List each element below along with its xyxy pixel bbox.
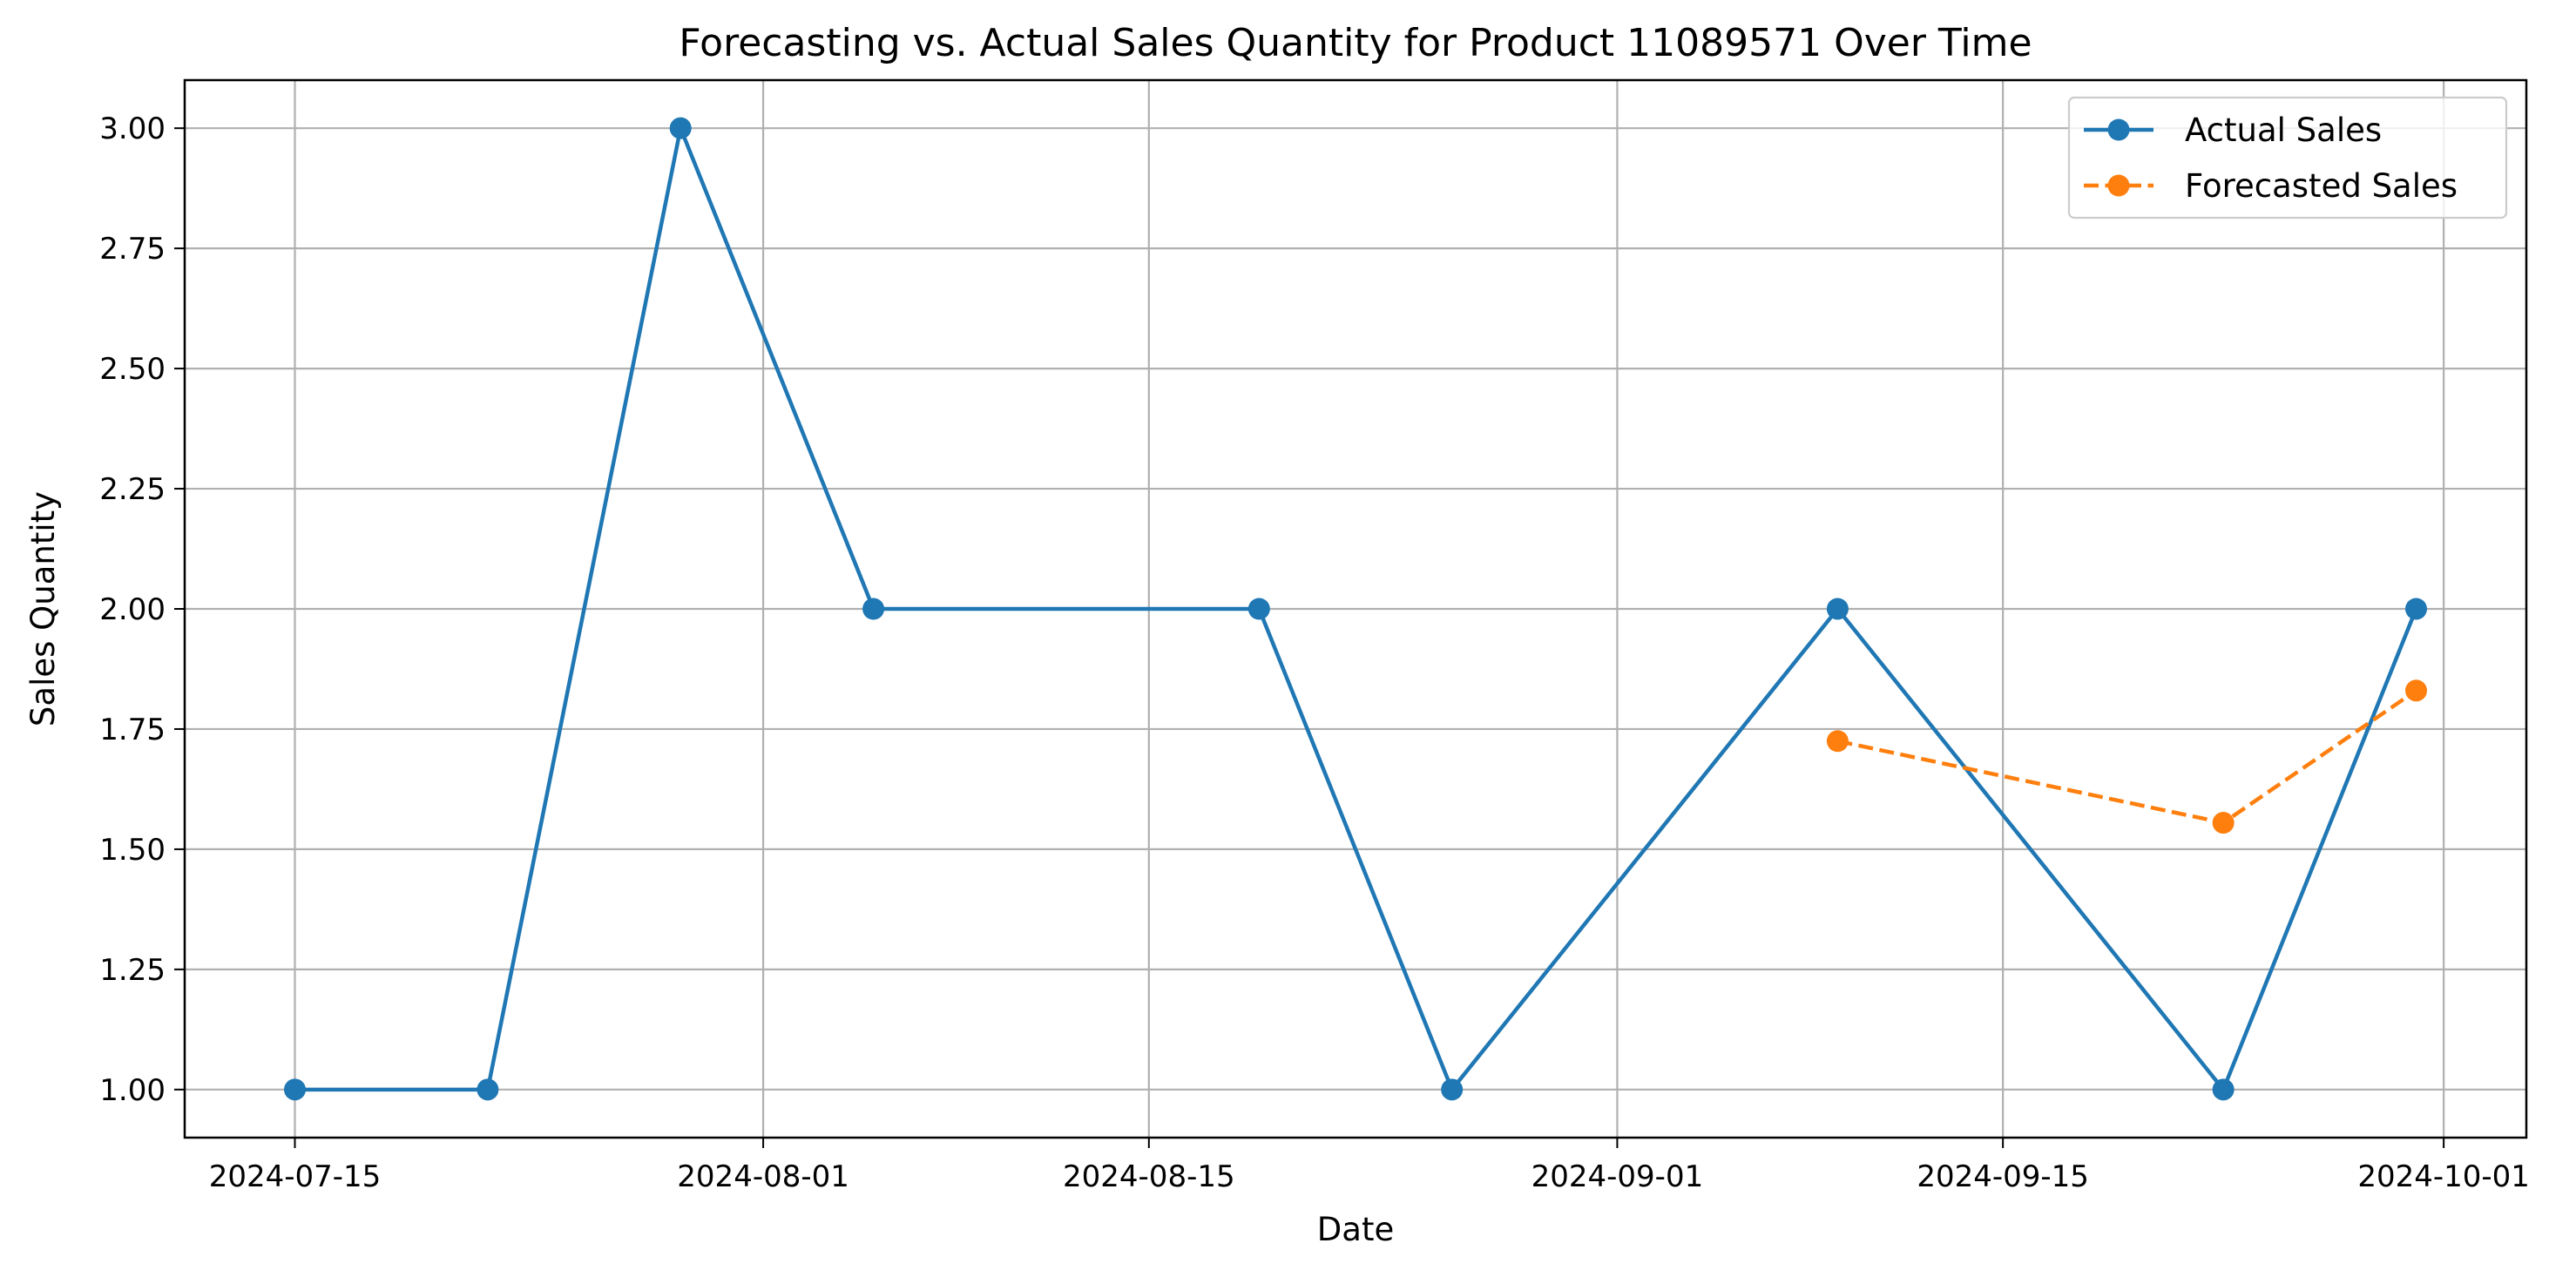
legend-label: Actual Sales bbox=[2185, 111, 2382, 149]
series-layer bbox=[283, 117, 2428, 1101]
chart-title: Forecasting vs. Actual Sales Quantity fo… bbox=[679, 21, 2032, 65]
series-forecasted-sales bbox=[1826, 679, 2428, 834]
series-actual-sales bbox=[283, 117, 2428, 1101]
data-point bbox=[2405, 598, 2428, 620]
y-tick-label: 1.50 bbox=[99, 833, 166, 868]
data-point bbox=[862, 598, 885, 620]
data-point bbox=[1247, 598, 1270, 620]
y-tick-label: 1.75 bbox=[99, 713, 166, 747]
data-point bbox=[1826, 598, 1849, 620]
legend-box bbox=[2067, 96, 2508, 220]
data-point bbox=[1826, 730, 1849, 753]
data-point bbox=[2212, 1078, 2235, 1101]
legend-marker bbox=[2107, 118, 2130, 141]
y-tick-label: 2.50 bbox=[99, 352, 166, 387]
axis-ticks: 2024-07-15 2024-08-01 2024-08-15 2024-09-01… bbox=[99, 111, 2530, 1194]
grid bbox=[185, 80, 2526, 1138]
y-tick-label: 2.75 bbox=[99, 232, 166, 267]
data-point bbox=[2212, 812, 2235, 834]
data-point bbox=[477, 1078, 499, 1101]
x-tick-label: 2024-08-15 bbox=[1063, 1159, 1235, 1194]
x-tick-label: 2024-07-15 bbox=[209, 1159, 382, 1194]
x-tick-label: 2024-10-01 bbox=[2357, 1159, 2530, 1194]
data-point bbox=[283, 1078, 306, 1101]
y-tick-label: 1.25 bbox=[99, 953, 166, 988]
legend-marker bbox=[2107, 174, 2130, 197]
data-point bbox=[2405, 679, 2428, 702]
legend: Actual Sales Forecasted Sales bbox=[2067, 96, 2508, 220]
data-point bbox=[1441, 1078, 1464, 1101]
x-tick-label: 2024-09-01 bbox=[1531, 1159, 1704, 1194]
y-tick-label: 2.25 bbox=[99, 472, 166, 507]
y-tick-label: 2.00 bbox=[99, 592, 166, 627]
y-tick-label: 3.00 bbox=[99, 111, 166, 146]
legend-label: Forecasted Sales bbox=[2185, 167, 2458, 205]
x-tick-label: 2024-08-01 bbox=[677, 1159, 849, 1194]
y-axis-title: Sales Quantity bbox=[24, 491, 62, 726]
x-axis-title: Date bbox=[1317, 1211, 1394, 1248]
data-point bbox=[669, 117, 692, 139]
x-tick-label: 2024-09-15 bbox=[1917, 1159, 2089, 1194]
y-tick-label: 1.00 bbox=[99, 1073, 166, 1108]
